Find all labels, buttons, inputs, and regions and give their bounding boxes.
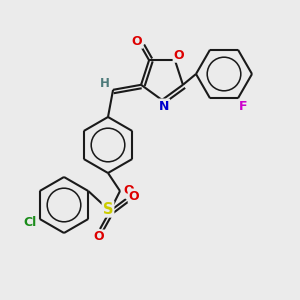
Text: O: O [124,184,134,197]
Text: F: F [239,100,248,113]
Text: O: O [174,49,184,62]
Text: H: H [100,77,110,90]
Text: O: O [94,230,104,244]
Text: O: O [129,190,139,202]
Text: N: N [159,100,169,112]
Text: Cl: Cl [23,215,36,229]
Text: S: S [103,202,113,217]
Text: O: O [132,35,142,48]
